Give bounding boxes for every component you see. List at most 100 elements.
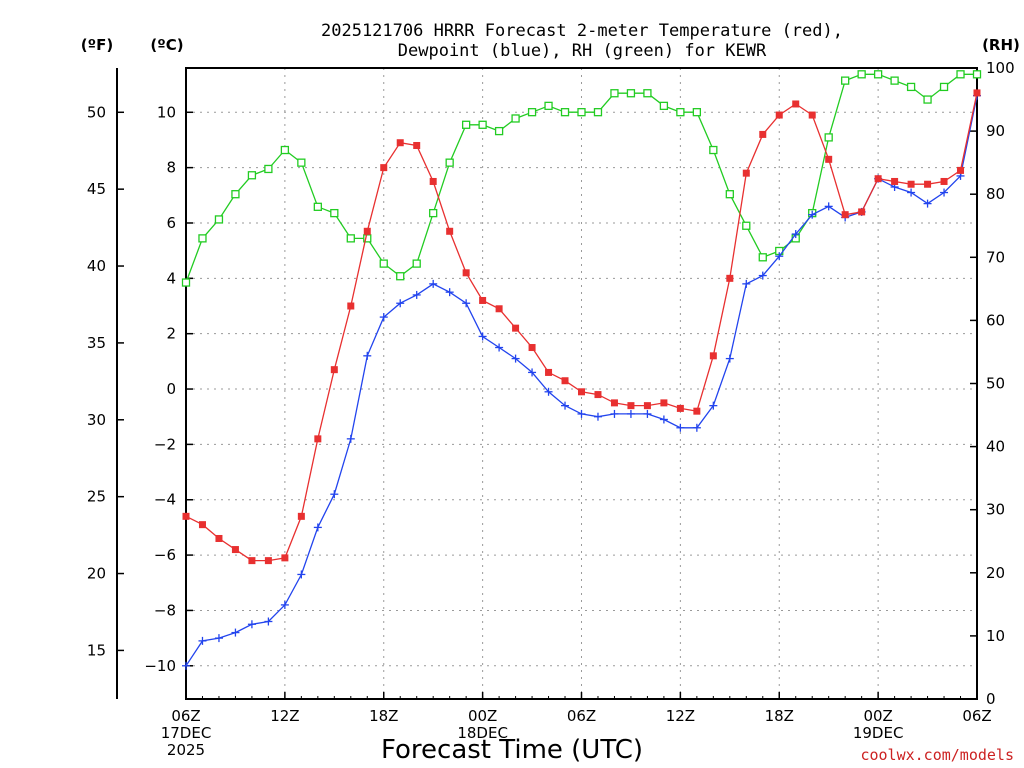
data-point-rh: [198, 234, 207, 243]
data-point-temperature: [182, 512, 190, 520]
rh-tick-label: 70: [986, 248, 1005, 266]
celsius-tick-label: −8: [154, 601, 176, 619]
data-point-temperature: [330, 366, 338, 374]
data-point-dewpoint: [495, 343, 504, 352]
data-point-temperature: [479, 296, 487, 304]
data-point-temperature: [264, 557, 272, 565]
data-point-temperature: [858, 208, 866, 216]
data-point-rh: [330, 208, 339, 218]
data-point-temperature: [676, 404, 684, 412]
data-point-rh: [593, 108, 603, 117]
data-point-temperature: [396, 139, 404, 147]
x-tick-label: 06Z: [171, 707, 200, 725]
data-point-temperature: [957, 166, 965, 174]
data-point-temperature: [462, 269, 470, 277]
data-point-rh: [758, 253, 767, 262]
rh-tick-label: 40: [986, 438, 1005, 456]
fahrenheit-tick-label: 25: [87, 488, 106, 506]
data-point-temperature: [808, 111, 816, 119]
x-tick-label: 00Z: [468, 707, 497, 725]
data-point-temperature: [792, 100, 800, 108]
data-point-temperature: [693, 407, 701, 415]
rh-tick-label: 90: [986, 122, 1005, 140]
data-point-dewpoint: [692, 423, 701, 432]
data-point-dewpoint: [709, 401, 718, 410]
data-point-dewpoint: [280, 600, 289, 609]
data-point-rh: [181, 278, 191, 287]
data-point-rh: [709, 145, 718, 155]
data-point-temperature: [709, 352, 717, 360]
data-point-temperature: [627, 402, 635, 410]
data-point-dewpoint: [528, 368, 537, 377]
data-point-dewpoint: [725, 354, 734, 363]
data-point-rh: [676, 108, 685, 117]
series-rh: [181, 70, 982, 287]
chart-title-line-2: Dewpoint (blue), RH (green) for KEWR: [398, 41, 767, 61]
celsius-tick-label: −4: [154, 491, 176, 509]
data-point-dewpoint: [412, 290, 421, 299]
celsius-tick-label: −6: [154, 546, 176, 564]
celsius-tick-label: 10: [157, 103, 176, 121]
data-point-dewpoint: [940, 188, 949, 197]
data-point-dewpoint: [659, 415, 668, 424]
data-point-dewpoint: [182, 661, 190, 670]
data-point-dewpoint: [923, 199, 932, 208]
data-point-rh: [560, 108, 570, 117]
data-point-temperature: [429, 177, 437, 185]
data-point-rh: [527, 108, 537, 117]
data-point-dewpoint: [610, 409, 619, 418]
data-point-temperature: [874, 175, 882, 183]
data-point-dewpoint: [247, 620, 256, 629]
celsius-tick-label: −2: [154, 435, 176, 453]
data-point-temperature: [907, 180, 915, 188]
fahrenheit-tick-label: 20: [87, 565, 106, 583]
data-point-dewpoint: [775, 252, 784, 261]
data-point-rh: [956, 70, 965, 79]
data-point-dewpoint: [429, 279, 438, 288]
fahrenheit-tick-label: 30: [87, 411, 106, 429]
data-point-rh: [264, 164, 273, 174]
x-tick-label: 18DEC: [457, 724, 508, 742]
chart-title-line-1: 2025121706 HRRR Forecast 2-meter Tempera…: [321, 21, 843, 41]
data-point-rh: [429, 208, 438, 218]
data-point-rh: [445, 158, 454, 167]
data-point-temperature: [363, 227, 371, 235]
data-point-temperature: [380, 164, 388, 172]
data-point-rh: [379, 259, 388, 268]
data-point-temperature: [446, 227, 454, 235]
data-point-rh: [659, 101, 669, 111]
data-point-rh: [692, 108, 702, 117]
data-point-dewpoint: [593, 412, 602, 421]
data-point-dewpoint: [577, 409, 586, 418]
data-point-dewpoint: [758, 271, 767, 280]
data-point-temperature: [726, 274, 734, 282]
data-point-rh: [247, 171, 257, 180]
series-layer: [181, 70, 982, 670]
data-point-rh: [412, 259, 421, 268]
data-point-temperature: [248, 557, 256, 565]
data-point-temperature: [314, 435, 322, 443]
celsius-axis-unit: (ºC): [150, 36, 183, 54]
data-point-rh: [478, 120, 487, 129]
data-point-rh: [280, 145, 290, 155]
data-point-temperature: [594, 391, 602, 399]
data-point-rh: [972, 70, 982, 79]
data-point-rh: [231, 190, 240, 199]
data-point-temperature: [891, 177, 899, 185]
celsius-tick-label: 2: [166, 325, 176, 343]
data-point-temperature: [825, 155, 833, 163]
data-point-rh: [824, 133, 833, 142]
data-point-dewpoint: [462, 299, 471, 308]
data-point-temperature: [742, 169, 750, 177]
x-tick-label: 2025: [167, 741, 205, 759]
data-point-rh: [841, 76, 850, 85]
data-point-dewpoint: [791, 230, 800, 239]
data-point-rh: [725, 190, 734, 199]
data-point-temperature: [297, 512, 305, 520]
data-point-dewpoint: [264, 617, 273, 626]
data-point-dewpoint: [643, 409, 652, 418]
data-point-rh: [214, 215, 224, 224]
data-point-rh: [742, 221, 751, 230]
data-point-dewpoint: [346, 434, 355, 443]
